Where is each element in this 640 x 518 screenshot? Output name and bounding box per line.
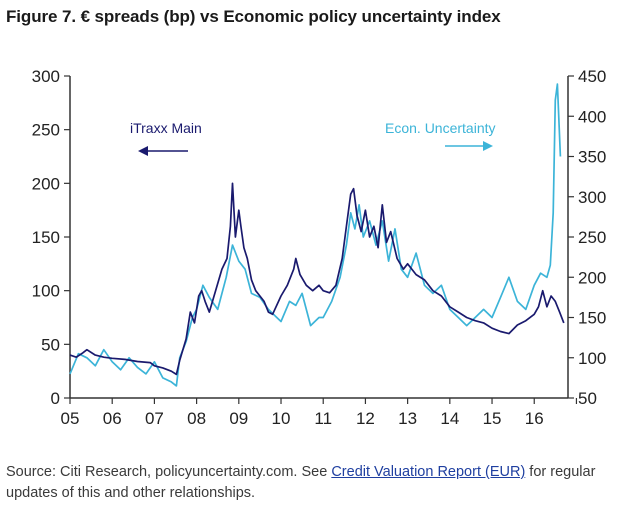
uncertainty-annotation: Econ. Uncertainty <box>385 120 496 151</box>
right-tick-label: 200 <box>578 268 606 287</box>
right-tick-label: 50 <box>578 389 597 408</box>
x-tick-label: 16 <box>525 409 544 428</box>
right-tick-label: 300 <box>578 188 606 207</box>
x-tick-label: 11 <box>314 409 332 428</box>
right-tick-label: 250 <box>578 228 606 247</box>
left-tick-label: 250 <box>32 121 60 140</box>
itraxx-line <box>69 182 565 376</box>
x-tick-label: 09 <box>229 409 248 428</box>
itraxx-annotation: iTraxx Main <box>130 120 202 156</box>
chart-title: Figure 7. € spreads (bp) vs Economic pol… <box>6 7 501 26</box>
left-tick-label: 300 <box>32 67 60 86</box>
right-tick-label: 450 <box>578 67 606 86</box>
series-layer <box>69 83 565 387</box>
uncertainty-line <box>69 83 562 387</box>
x-tick-label: 13 <box>398 409 417 428</box>
uncertainty-legend-label: Econ. Uncertainty <box>385 120 496 136</box>
x-tick-label: 07 <box>145 409 164 428</box>
left-axis-ticks: 0 50 100 150 200 250 300 <box>32 67 70 408</box>
left-tick-label: 150 <box>32 228 60 247</box>
source-note: Source: Citi Research, policyuncertainty… <box>6 462 634 504</box>
x-axis-ticks: 05 06 07 08 09 10 11 12 13 14 15 16 <box>61 398 578 428</box>
x-tick-label: 08 <box>187 409 206 428</box>
right-arrow-icon <box>483 141 493 151</box>
right-tick-label: 350 <box>578 148 606 167</box>
left-tick-label: 0 <box>51 389 60 408</box>
right-tick-label: 150 <box>578 309 606 328</box>
left-tick-label: 200 <box>32 174 60 193</box>
credit-valuation-report-link[interactable]: Credit Valuation Report (EUR) <box>331 464 526 480</box>
x-tick-label: 12 <box>356 409 375 428</box>
right-tick-label: 100 <box>578 349 606 368</box>
x-tick-label: 10 <box>272 409 291 428</box>
right-tick-label: 400 <box>578 107 606 126</box>
x-tick-label: 15 <box>483 409 502 428</box>
x-tick-label: 05 <box>61 409 80 428</box>
x-tick-label: 14 <box>440 409 459 428</box>
x-tick-label: 06 <box>103 409 122 428</box>
left-tick-label: 100 <box>32 282 60 301</box>
left-tick-label: 50 <box>41 335 60 354</box>
source-text-end: for regular updates of this and other re… <box>6 464 596 501</box>
right-axis-ticks: 50 100 150 200 250 300 350 400 450 <box>568 67 606 408</box>
left-arrow-icon <box>138 146 148 156</box>
itraxx-legend-label: iTraxx Main <box>130 120 202 136</box>
source-text: Source: Citi Research, policyuncertainty… <box>6 464 332 480</box>
